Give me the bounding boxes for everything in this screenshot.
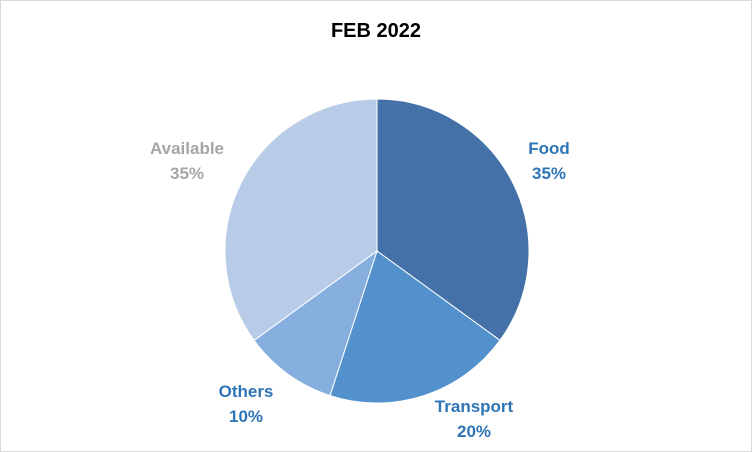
slice-label-food: Food bbox=[528, 139, 570, 158]
slice-label-transport: Transport bbox=[435, 397, 514, 416]
slice-value-food: 35% bbox=[532, 164, 566, 183]
slice-value-others: 10% bbox=[229, 407, 263, 426]
pie-slice-available bbox=[224, 98, 378, 342]
slice-value-available: 35% bbox=[170, 164, 204, 183]
pie-slice-transport bbox=[329, 250, 501, 404]
pie-slice-others bbox=[253, 249, 378, 397]
pie-slice-food bbox=[376, 98, 530, 342]
slice-value-transport: 20% bbox=[457, 422, 491, 441]
slice-label-available: Available bbox=[150, 139, 224, 158]
slice-label-others: Others bbox=[219, 382, 274, 401]
chart-title: FEB 2022 bbox=[330, 20, 422, 42]
